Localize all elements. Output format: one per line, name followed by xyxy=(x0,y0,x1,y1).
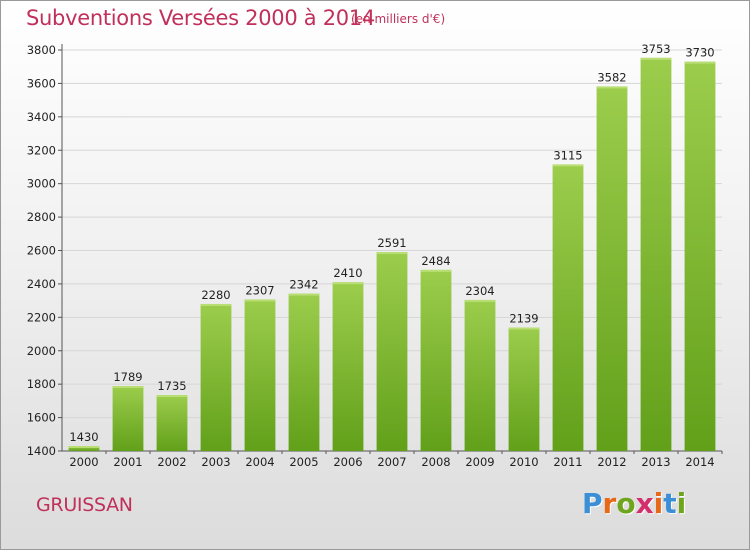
bar-highlight xyxy=(156,395,188,398)
bar xyxy=(244,299,276,451)
data-label: 1789 xyxy=(113,370,142,384)
x-tick-label: 2007 xyxy=(377,455,406,469)
bar xyxy=(684,61,716,452)
data-label: 2410 xyxy=(333,266,362,280)
bar-highlight xyxy=(68,445,100,448)
y-tick-label: 1600 xyxy=(27,411,56,425)
logo-letter: r xyxy=(602,487,617,520)
bar-highlight xyxy=(244,299,276,302)
logo-letter: P xyxy=(582,487,603,520)
data-label: 1430 xyxy=(69,430,98,444)
x-tick-label: 2005 xyxy=(289,455,318,469)
bar-highlight xyxy=(200,303,232,306)
y-tick-label: 1800 xyxy=(27,377,56,391)
data-label: 2307 xyxy=(245,283,274,297)
chart-title: Subventions Versées 2000 à 2014 xyxy=(26,6,375,30)
chart-unit: (en milliers d'€) xyxy=(351,12,446,26)
y-tick-label: 3600 xyxy=(27,76,56,90)
x-tick-label: 2009 xyxy=(465,455,494,469)
bar xyxy=(376,252,408,451)
data-label: 3730 xyxy=(685,46,714,60)
bar-highlight xyxy=(640,57,672,60)
logo-letter: i xyxy=(676,487,687,520)
y-tick-label: 2000 xyxy=(27,344,56,358)
data-label: 2342 xyxy=(289,278,318,292)
bar-highlight xyxy=(376,252,408,255)
x-tick-label: 2003 xyxy=(201,455,230,469)
x-tick-label: 2000 xyxy=(69,455,98,469)
bar-layer xyxy=(68,57,716,452)
y-tick-label: 3400 xyxy=(27,110,56,124)
bar xyxy=(552,164,584,451)
proxiti-logo: Proxiti xyxy=(582,487,686,520)
data-label: 2304 xyxy=(465,284,494,298)
bar xyxy=(420,269,452,451)
y-tick-label: 2400 xyxy=(27,277,56,291)
bar xyxy=(112,386,144,451)
bar-highlight xyxy=(508,327,540,330)
data-label: 2280 xyxy=(201,288,230,302)
x-tick-label: 2002 xyxy=(157,455,186,469)
bar xyxy=(288,293,320,451)
bar-highlight xyxy=(288,293,320,296)
commune-name: GRUISSAN xyxy=(36,494,133,516)
data-label: 2139 xyxy=(509,312,538,326)
bar-highlight xyxy=(552,164,584,167)
y-tick-label: 2200 xyxy=(27,310,56,324)
data-label: 3582 xyxy=(597,70,626,84)
y-tick-label: 3200 xyxy=(27,143,56,157)
x-tick-label: 2004 xyxy=(245,455,274,469)
y-tick-label: 2800 xyxy=(27,210,56,224)
bar-highlight xyxy=(464,299,496,302)
bar-highlight xyxy=(112,386,144,389)
bar xyxy=(464,299,496,451)
data-label: 3753 xyxy=(641,42,670,56)
bar xyxy=(156,395,188,451)
x-tick-label: 2012 xyxy=(597,455,626,469)
y-tick-label: 1400 xyxy=(27,444,56,458)
bar xyxy=(332,282,364,451)
bar xyxy=(68,445,100,451)
label-layer: 1430 2000 1789 2001 1735 2002 2280 2003 2307 2004… xyxy=(69,42,714,469)
y-tick-label: 3000 xyxy=(27,177,56,191)
logo-letter: o xyxy=(616,487,636,520)
y-tick-label: 2600 xyxy=(27,244,56,258)
bar xyxy=(640,57,672,452)
x-tick-label: 2010 xyxy=(509,455,538,469)
logo-letter: t xyxy=(663,487,677,520)
x-tick-label: 2001 xyxy=(113,455,142,469)
bar xyxy=(200,303,232,451)
data-label: 3115 xyxy=(553,148,582,162)
x-tick-label: 2011 xyxy=(553,455,582,469)
bar xyxy=(508,327,540,451)
data-label: 2591 xyxy=(377,236,406,250)
data-label: 1735 xyxy=(157,379,186,393)
bar-highlight xyxy=(684,61,716,64)
bar-highlight xyxy=(332,282,364,285)
x-tick-label: 2013 xyxy=(641,455,670,469)
bar-highlight xyxy=(420,269,452,272)
x-tick-label: 2006 xyxy=(333,455,362,469)
y-tick-label: 3800 xyxy=(27,43,56,57)
logo-letter: x xyxy=(635,487,654,520)
data-label: 2484 xyxy=(421,254,450,268)
bar xyxy=(596,86,628,451)
x-tick-label: 2008 xyxy=(421,455,450,469)
x-tick-label: 2014 xyxy=(685,455,714,469)
logo-letter: i xyxy=(653,487,664,520)
bar-highlight xyxy=(596,86,628,89)
